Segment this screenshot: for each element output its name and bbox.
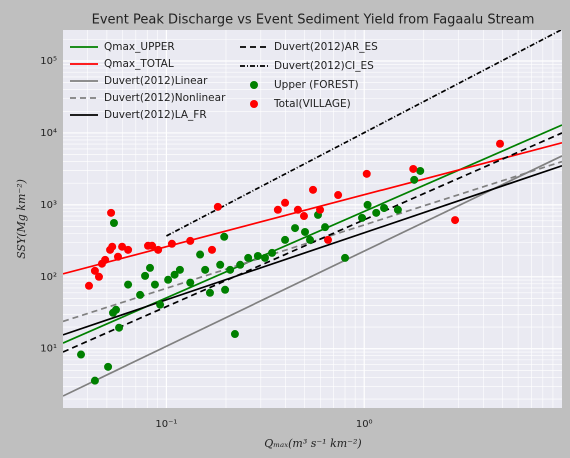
point [291,224,300,233]
point [90,266,99,275]
point [281,198,290,207]
point [372,208,381,217]
chart-title: Event Peak Discharge vs Event Sediment Y… [92,13,535,28]
point [167,239,176,248]
y-tick-label: 10¹ [40,344,57,355]
legend-label: Duvert(2012)AR_ES [274,41,378,53]
legend-label: Duvert(2012)CI_ES [274,60,374,72]
point [244,253,253,262]
legend-label: Upper (FOREST) [274,79,359,91]
point [380,204,389,213]
point [309,185,318,194]
line [166,30,562,237]
point [451,216,460,225]
point [410,175,419,184]
point [363,200,372,209]
legend-label: Qmax_TOTAL [104,58,174,70]
point [253,251,262,260]
line [63,155,562,397]
point [321,223,330,232]
point [358,213,367,222]
point [101,255,110,264]
point [108,242,117,251]
legend-swatch [250,81,258,89]
x-axis-label: Qₘₐₓ(m³ s⁻¹ km⁻²) [264,437,361,450]
point [301,227,310,236]
y-tick-label: 10⁴ [40,128,57,139]
line [63,141,562,275]
legend-swatch [250,100,258,108]
point [220,232,229,241]
point [416,166,425,175]
point [305,235,314,244]
legend-label: Total(VILLAGE) [273,98,351,110]
x-tick-label: 10⁻¹ [155,419,177,430]
point [362,169,371,178]
point [316,205,325,214]
point [109,218,118,227]
point [226,265,235,274]
legend-label: Duvert(2012)Nonlinear [104,92,226,104]
ticks: 10⁻¹ 10⁰ 10¹ 10² 10³ 10⁴ 10⁵ [40,56,372,430]
point [175,265,184,274]
point [104,362,113,371]
point [136,290,145,299]
line [63,164,562,336]
point [113,252,122,261]
point [124,245,133,254]
point [94,272,103,281]
point [323,235,332,244]
point [205,288,214,297]
point [186,278,195,287]
point [84,281,93,290]
point [299,212,308,221]
point [268,248,277,257]
point [273,205,282,214]
legend-label: Qmax_UPPER [104,41,175,53]
y-axis-label: SSY(Mg km⁻²) [15,179,28,259]
point [156,300,165,309]
legend-label: Duvert(2012)LA_FR [104,109,207,121]
point [236,260,245,269]
legend: Qmax_UPPER Qmax_TOTAL Duvert(2012)Linear Du… [70,41,378,121]
point [496,139,505,148]
point [118,242,127,251]
point [221,285,230,294]
y-tick-label: 10⁵ [40,56,57,67]
point [124,280,133,289]
point [107,208,116,217]
point [230,330,239,339]
point [186,236,195,245]
point [77,350,86,359]
point [150,280,159,289]
point [393,205,402,214]
point [293,205,302,214]
point [196,250,205,259]
point [145,263,154,272]
plot-area [63,30,562,408]
point [260,253,269,262]
point [281,235,290,244]
point [90,376,99,385]
point [141,271,150,280]
point [341,253,350,262]
point [201,265,210,274]
legend-label: Duvert(2012)Linear [104,75,208,87]
y-tick-label: 10² [40,272,57,283]
point [409,164,418,173]
point [208,245,217,254]
point [148,241,157,250]
point [111,305,120,314]
x-tick-label: 10⁰ [356,419,373,430]
point [164,275,173,284]
point [216,260,225,269]
point [334,191,343,200]
point [154,245,163,254]
point [115,323,124,332]
point [213,202,222,211]
y-tick-label: 10³ [40,200,57,211]
point [170,270,179,279]
plot-content [63,30,562,397]
